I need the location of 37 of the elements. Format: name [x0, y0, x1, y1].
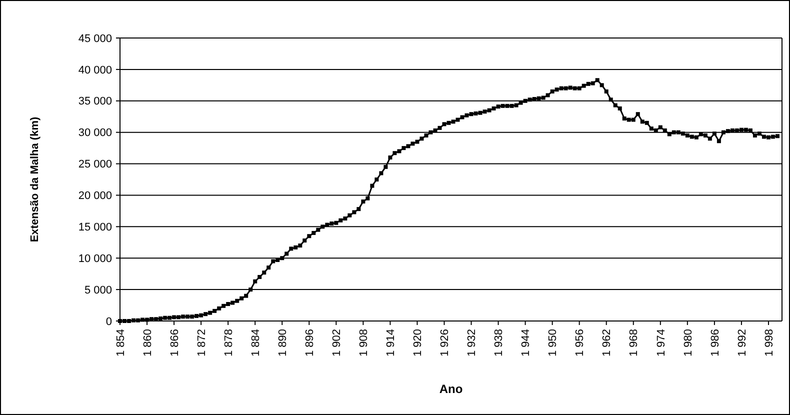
y-tick-label: 15 000	[78, 222, 112, 234]
y-tick-label: 25 000	[78, 158, 112, 171]
y-tick-label: 35 000	[78, 96, 112, 108]
x-tick-label: 1 956	[574, 329, 586, 357]
y-tick-label: 30 000	[78, 127, 112, 140]
x-tick-label: 1 992	[736, 329, 748, 357]
x-tick-label: 1 902	[331, 329, 344, 357]
x-tick-label: 1 860	[142, 329, 154, 357]
x-tick-label: 1 926	[439, 329, 452, 357]
x-tick-label: 1 854	[114, 329, 127, 357]
y-tick-label: 5 000	[84, 284, 112, 296]
x-axis-title: Ano	[439, 382, 463, 396]
y-tick-label: 10 000	[78, 252, 112, 265]
x-tick-label: 1 980	[682, 329, 694, 357]
x-tick-label: 1 872	[196, 329, 208, 357]
x-tick-label: 1 896	[304, 329, 316, 357]
x-tick-label: 1 938	[493, 329, 506, 357]
x-tick-label: 1 932	[466, 329, 478, 357]
y-tick-label: 45 000	[78, 32, 112, 45]
x-tick-label: 1 962	[601, 329, 614, 357]
y-tick-label: 0	[106, 316, 112, 328]
x-tick-label: 1 968	[628, 329, 640, 357]
x-tick-label: 1 908	[358, 329, 370, 357]
x-tick-label: 1 944	[520, 329, 532, 357]
x-tick-label: 1 890	[276, 329, 289, 357]
x-tick-label: 1 914	[385, 329, 398, 357]
y-axis-title: Extensão da Malha (km)	[29, 116, 41, 242]
y-tick-label: 20 000	[78, 190, 112, 202]
x-tick-label: 1 950	[547, 329, 560, 357]
x-tick-label: 1 974	[655, 329, 668, 357]
x-tick-label: 1 998	[763, 329, 776, 357]
x-tick-label: 1 866	[168, 329, 181, 357]
x-tick-label: 1 920	[412, 329, 424, 357]
x-tick-label: 1 986	[709, 329, 722, 357]
x-tick-label: 1 884	[250, 329, 262, 357]
x-tick-label: 1 878	[222, 329, 235, 357]
y-tick-label: 40 000	[78, 64, 112, 76]
